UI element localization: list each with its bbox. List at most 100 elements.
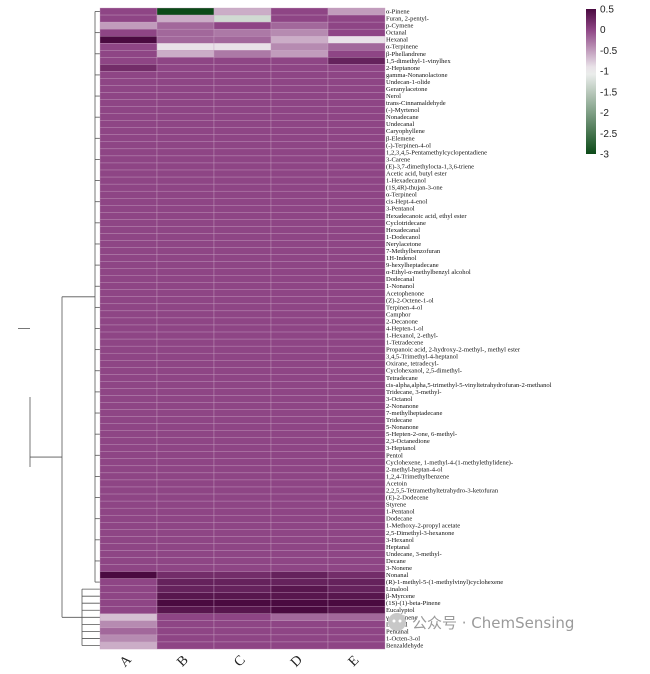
heatmap-cell: [99, 134, 158, 143]
row-label: 7-methylheptadecane: [386, 410, 442, 417]
heatmap-cell: [270, 500, 329, 509]
heatmap-cell: [213, 219, 272, 227]
heatmap-cell: [327, 409, 386, 417]
heatmap-cell: [270, 550, 329, 558]
row-label: (1S,4R)-thujan-3-one: [386, 185, 443, 192]
heatmap-cell: [270, 479, 329, 488]
colorbar: 0.5 0 -0.5 -1 -1.5 -2 -2.5 -3: [586, 5, 618, 161]
heatmap-cell: [156, 212, 215, 220]
heatmap-cell: [270, 296, 329, 305]
heatmap-cell: [213, 592, 272, 600]
row-label: Pentol: [386, 452, 403, 459]
heatmap-cell: [156, 360, 215, 368]
heatmap-cell: [327, 43, 386, 51]
heatmap-cell: [156, 127, 215, 136]
heatmap-cell: [213, 338, 272, 347]
heatmap-cell: [327, 543, 386, 551]
heatmap-cell: [156, 21, 215, 30]
heatmap-cell: [99, 641, 158, 650]
heatmap-cell: [99, 155, 158, 164]
heatmap-cell: [99, 261, 158, 269]
heatmap-cell: [327, 599, 386, 607]
heatmap-cell: [156, 233, 215, 241]
heatmap-cell: [213, 444, 272, 452]
heatmap-cell: [99, 92, 158, 100]
heatmap-cell: [270, 634, 329, 643]
heatmap-cell: [99, 205, 158, 213]
heatmap-cell: [213, 106, 272, 114]
heatmap-cell: [99, 303, 158, 312]
heatmap-cell: [327, 486, 386, 495]
heatmap-cell: [270, 127, 329, 136]
heatmap-cell: [327, 451, 386, 460]
heatmap-cell: [213, 7, 272, 16]
row-label: Tetradecane: [386, 375, 418, 382]
heatmap-cell: [99, 423, 158, 431]
heatmap-cell: [99, 514, 158, 523]
heatmap-cell: [213, 402, 272, 410]
heatmap-cell: [213, 247, 272, 255]
heatmap-cell: [99, 634, 158, 643]
heatmap-cell: [213, 275, 272, 283]
colorbar-tick-label: -1.5: [600, 87, 618, 98]
row-label: Undecane, 3-methyl-: [386, 551, 442, 558]
heatmap-cell: [270, 254, 329, 262]
heatmap-cell: [156, 169, 215, 178]
row-label: β-Myrcene: [386, 593, 415, 600]
row-label: cis-Hept-4-enol: [386, 199, 428, 206]
row-label: gamma-Nonanolactone: [386, 72, 448, 79]
heatmap-cell: [327, 585, 386, 593]
heatmap-cell: [270, 21, 329, 30]
heatmap-cell: [99, 240, 158, 248]
heatmap-cell: [156, 226, 215, 234]
heatmap-cell: [213, 310, 272, 319]
heatmap-cell: [213, 430, 272, 438]
heatmap-cell: [156, 275, 215, 283]
heatmap-cell: [156, 465, 215, 474]
heatmap-cell: [99, 479, 158, 488]
heatmap-cell: [99, 78, 158, 86]
heatmap-cell: [327, 317, 386, 326]
heatmap-cell: [156, 219, 215, 227]
heatmap-cell: [213, 254, 272, 262]
heatmap-cell: [99, 536, 158, 544]
heatmap-cell: [156, 162, 215, 171]
row-label: Oxirane, tetradecyl-: [386, 361, 439, 368]
row-label: (Z)-2-Octene-1-ol: [386, 297, 434, 304]
heatmap-cell: [156, 7, 215, 16]
heatmap-cell: [213, 148, 272, 157]
heatmap-cell: [327, 14, 386, 23]
heatmap-cell: [156, 303, 215, 312]
heatmap-cell: [156, 402, 215, 410]
row-label: 2,3-Octanedione: [386, 438, 430, 445]
heatmap-cell: [327, 50, 386, 58]
heatmap-cell: [156, 486, 215, 495]
heatmap-cell: [270, 536, 329, 544]
heatmap-cell: [99, 465, 158, 474]
heatmap-cell: [99, 613, 158, 622]
heatmap-cell: [156, 36, 215, 44]
heatmap-cell: [99, 162, 158, 171]
heatmap-cell: [213, 641, 272, 650]
heatmap-cell: [270, 198, 329, 206]
wechat-icon: [388, 613, 406, 631]
heatmap-cell: [270, 465, 329, 474]
row-label: 5-Nonanone: [386, 424, 419, 431]
heatmap-cell: [213, 190, 272, 199]
heatmap-cell: [156, 641, 215, 650]
heatmap-cell: [156, 395, 215, 403]
heatmap-cell: [270, 423, 329, 431]
heatmap-cell: [213, 331, 272, 340]
heatmap-cell: [156, 514, 215, 523]
row-label: 5-Hepten-2-one, 6-methyl-: [386, 431, 457, 438]
heatmap-cell: [213, 50, 272, 58]
heatmap-cell: [270, 599, 329, 607]
row-label: 4-Hepten-1-ol: [386, 325, 424, 332]
heatmap-cell: [156, 571, 215, 579]
heatmap-cell: [270, 409, 329, 417]
heatmap-cell: [213, 409, 272, 417]
heatmap-cell: [99, 183, 158, 192]
row-label: Heptanal: [386, 544, 410, 551]
heatmap-cell: [213, 395, 272, 403]
row-label: (-)-Myrtenol: [386, 107, 419, 114]
